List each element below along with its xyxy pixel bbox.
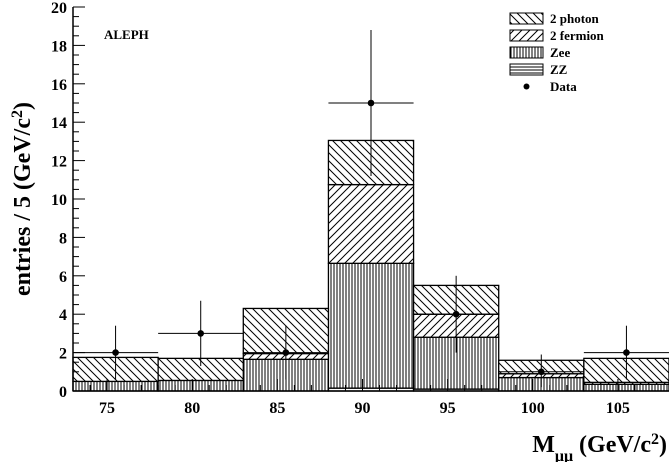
data-point (243, 325, 329, 380)
y-tick-label: 16 (51, 77, 67, 94)
x-tick-label: 80 (184, 400, 200, 417)
bar-segment-zee (327, 262, 415, 389)
x-tick-label: 75 (99, 400, 115, 417)
legend-label: Data (550, 79, 577, 94)
ticks: 0 2 4 6 8 10 12 14 16 18 20 75 80 85 90 95 100 105 (51, 0, 669, 417)
legend-label: 2 fermion (550, 28, 605, 43)
legend-swatch (509, 12, 544, 25)
bar-segment-zee (583, 383, 669, 392)
legend-item: Zee (509, 45, 570, 60)
y-tick-label: 8 (59, 230, 67, 247)
y-axis-title: entries / 5 (GeV/c2) (9, 102, 37, 296)
data-marker (282, 349, 290, 356)
x-axis-title: Mμμ (GeV/c2) (532, 431, 667, 462)
x-tick-label: 95 (440, 400, 456, 417)
legend-marker-dot (523, 83, 530, 90)
data-point (413, 275, 499, 353)
bar-segment-2-fermion (327, 183, 415, 264)
legend-item: 2 fermion (509, 28, 605, 43)
legend-item: 2 photon (509, 11, 600, 26)
legend-item: ZZ (509, 62, 568, 77)
data-point (498, 354, 584, 388)
data-point (158, 300, 244, 367)
data-marker (537, 368, 545, 376)
data-marker (452, 310, 460, 318)
y-tick-label: 10 (51, 192, 67, 209)
annotation-label: ALEPH (104, 27, 149, 42)
y-tick-label: 6 (59, 269, 67, 286)
legend-swatch (509, 63, 544, 76)
x-tick-label: 105 (606, 400, 630, 417)
data-marker (112, 349, 119, 356)
bar-segment-zee (157, 379, 244, 392)
data-point (583, 325, 669, 380)
data-marker (623, 349, 630, 356)
data-marker (197, 330, 205, 337)
y-tick-label: 4 (59, 307, 67, 324)
y-tick-label: 14 (51, 115, 67, 132)
legend-label: Zee (550, 45, 570, 60)
legend-swatch (509, 29, 544, 42)
y-tick-label: 2 (59, 346, 67, 363)
y-tick-label: 18 (51, 38, 67, 55)
legend: 2 photon 2 fermion Zee ZZ Data (509, 11, 605, 94)
x-tick-label: 85 (269, 400, 285, 417)
x-tick-label: 90 (354, 400, 370, 417)
legend-label: 2 photon (550, 11, 600, 26)
x-tick-label: 100 (521, 400, 545, 417)
legend-label: ZZ (550, 62, 568, 77)
legend-item: Data (523, 79, 577, 94)
data-marker (367, 99, 375, 107)
y-tick-label: 12 (51, 154, 67, 171)
legend-swatch (509, 46, 544, 59)
y-tick-label: 20 (51, 0, 67, 17)
stacked-bars (72, 139, 669, 392)
bar-segment-zee (72, 380, 159, 392)
data-points (73, 30, 669, 388)
data-point (73, 325, 159, 380)
y-tick-label: 0 (59, 384, 67, 401)
data-point (328, 30, 414, 176)
